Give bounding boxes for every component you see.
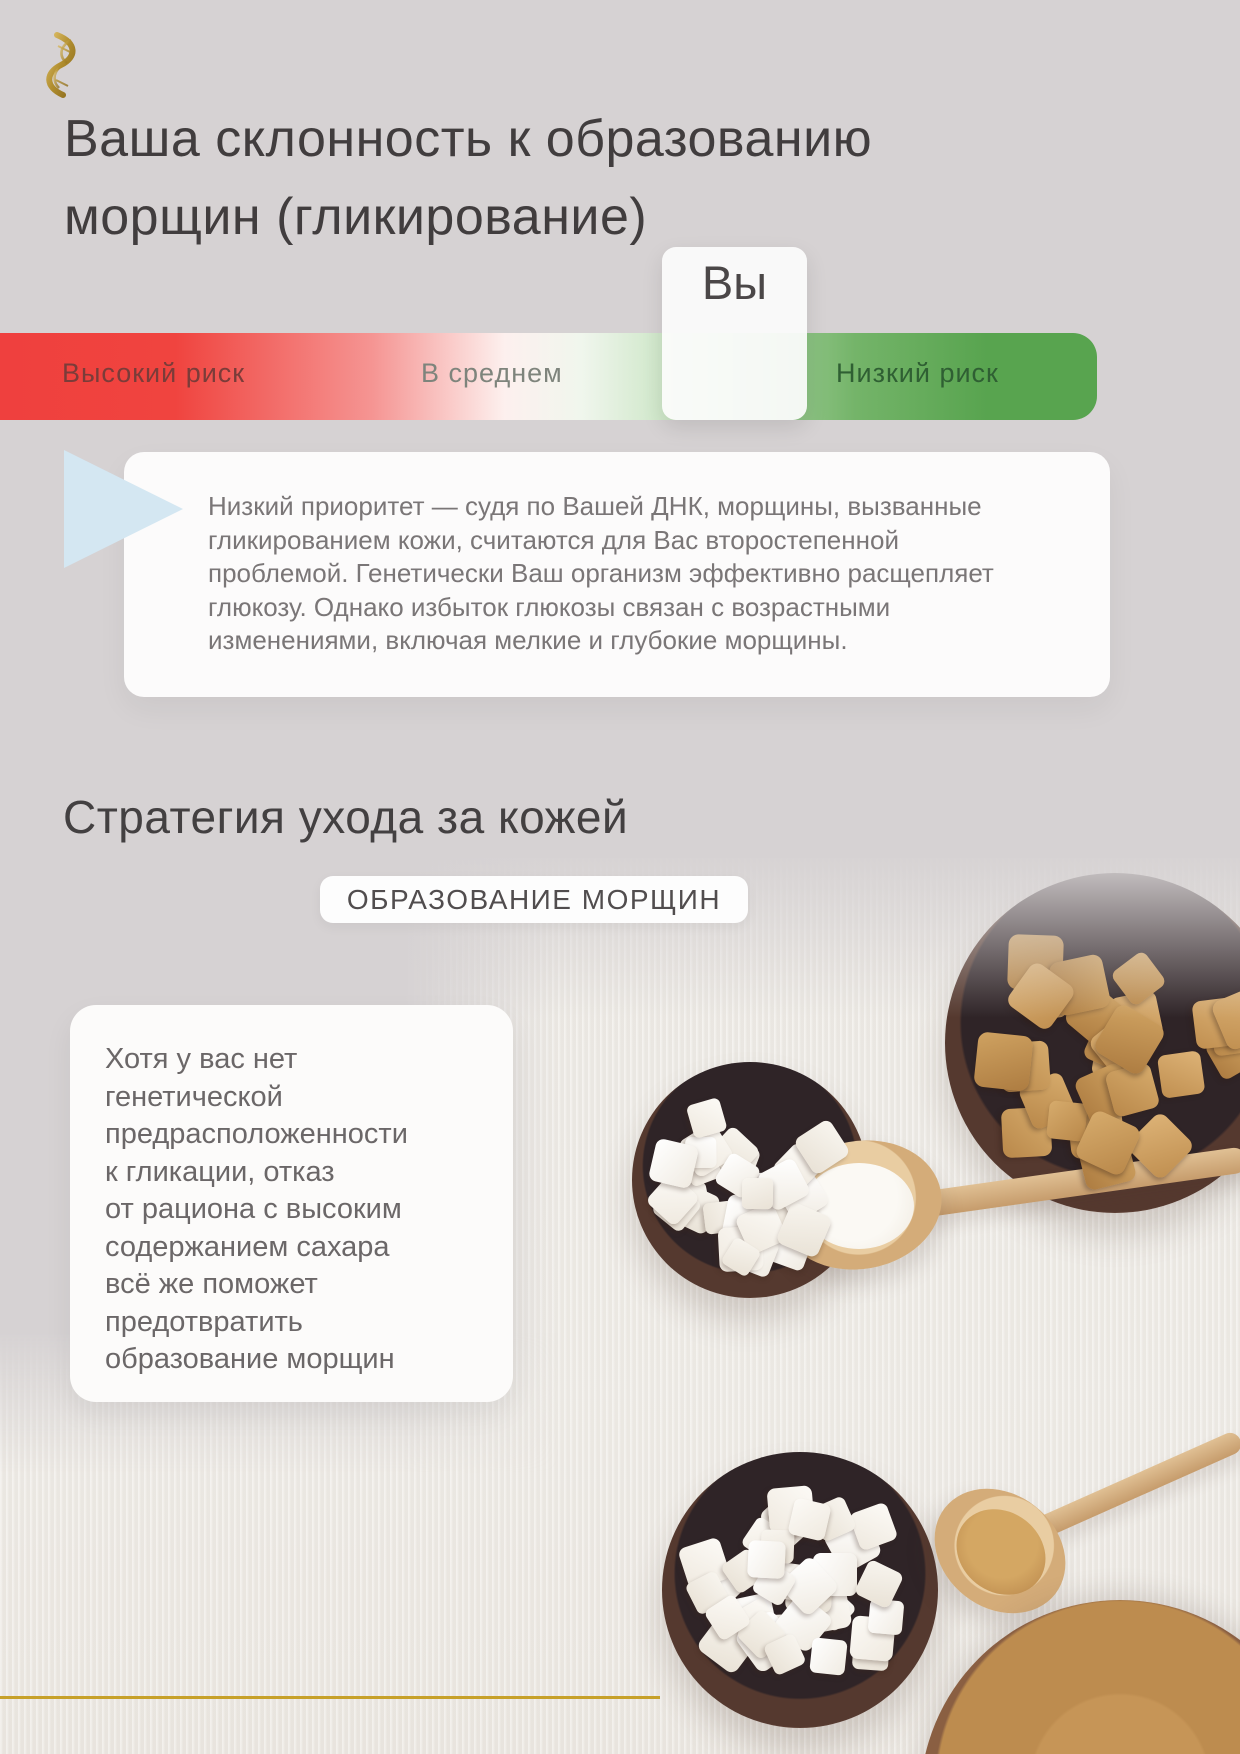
wooden-spoon-handle-2 <box>1025 1429 1240 1544</box>
risk-gradient-bar <box>0 333 1097 420</box>
risk-label-low: Низкий риск <box>836 358 999 388</box>
you-position-marker: Вы <box>662 247 807 420</box>
you-marker-label: Вы <box>701 256 768 309</box>
footer-accent-line <box>0 1696 660 1699</box>
problem-value-badge: ОБРАЗОВАНИЕ МОРЩИН <box>320 876 748 923</box>
risk-label-high: Высокий риск <box>62 358 246 388</box>
sugar-cube-decor <box>973 1030 1034 1092</box>
sugar-cube-decor <box>809 1637 848 1676</box>
section-heading: Стратегия ухода за кожей <box>63 791 629 843</box>
dna-logo-icon <box>46 32 82 98</box>
brown-sugar-granules-bowl <box>920 1600 1240 1754</box>
sugar-cube-decor <box>742 1177 775 1210</box>
summary-text: Низкий приоритет — судя по Вашей ДНК, мо… <box>208 491 994 656</box>
prevention-text: Хотя у вас нет генетической предрасполож… <box>105 1043 408 1375</box>
sugar-cube-decor <box>1157 1050 1206 1099</box>
page-title: Ваша склонность к образованию морщин (гл… <box>64 110 873 246</box>
summary-card: Низкий приоритет — судя по Вашей ДНК, мо… <box>124 452 1110 697</box>
sugar-cube-decor <box>746 1540 786 1580</box>
risk-label-mid: В среднем <box>421 358 563 388</box>
arrow-triangle-icon <box>64 450 183 568</box>
prevention-card: Хотя у вас нет генетической предрасполож… <box>70 1005 513 1402</box>
